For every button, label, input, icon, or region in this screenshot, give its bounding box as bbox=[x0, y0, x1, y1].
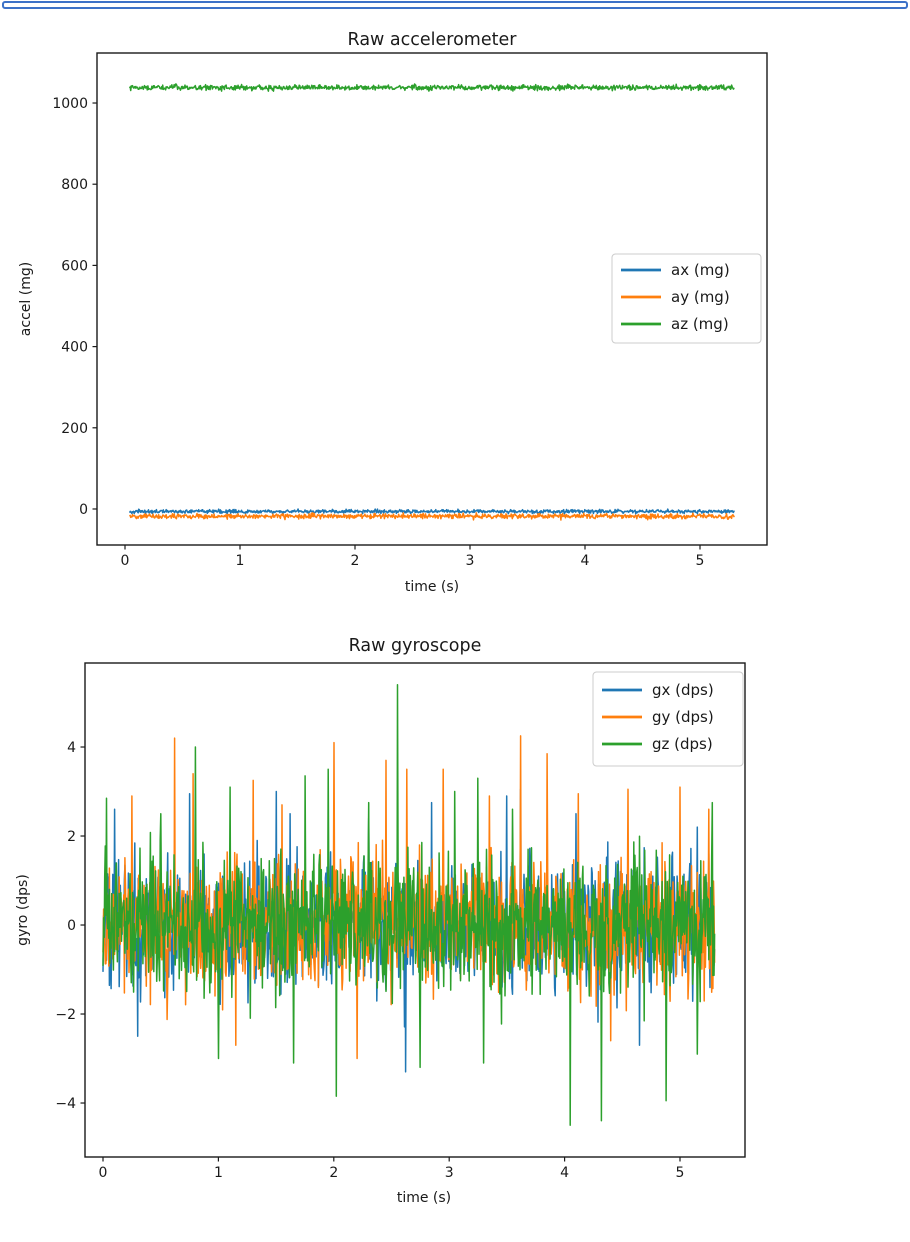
legend: ax (mg) ay (mg) az (mg) bbox=[611, 253, 762, 344]
legend-entry-label: ay (mg) bbox=[671, 288, 730, 306]
accel-xaxis-label: time (s) bbox=[405, 579, 459, 595]
legend-box bbox=[592, 671, 744, 767]
chart-accelerometer: 0 1 2 3 4 5 0 200 400 600 800 1000 ax (mg) ay (mg) az … bbox=[52, 52, 768, 569]
gyro-xaxis-label: time (s) bbox=[397, 1190, 451, 1206]
series-group bbox=[102, 683, 716, 1127]
legend-entry-label: ax (mg) bbox=[671, 261, 730, 279]
x-tick-label: 4 bbox=[560, 1165, 569, 1181]
y-tick-label: −2 bbox=[55, 1007, 76, 1023]
axes-frame bbox=[84, 662, 746, 1158]
series-gz bbox=[102, 683, 716, 1127]
x-tick-label: 3 bbox=[466, 553, 475, 569]
y-tick-label: 600 bbox=[61, 258, 88, 274]
chart-gyroscope: 0 1 2 3 4 5 −4 −2 0 2 4 gx (dps) gy (dps) gz (dps) bbox=[55, 662, 746, 1181]
x-tick-label: 3 bbox=[445, 1165, 454, 1181]
legend-entry-label: gz (dps) bbox=[652, 735, 713, 753]
legend: gx (dps) gy (dps) gz (dps) bbox=[592, 671, 744, 767]
axes-frame bbox=[96, 52, 768, 546]
legend-box bbox=[611, 253, 762, 344]
y-tick-label: 800 bbox=[61, 177, 88, 193]
y-tick-label: 0 bbox=[67, 918, 76, 934]
x-tick-label: 1 bbox=[214, 1165, 223, 1181]
x-tick-label: 1 bbox=[236, 553, 245, 569]
x-tick-label: 0 bbox=[121, 553, 130, 569]
x-tick-label: 5 bbox=[696, 553, 705, 569]
series-az bbox=[128, 83, 735, 92]
gyro-chart-title: Raw gyroscope bbox=[349, 636, 482, 656]
gyro-yaxis-label: gyro (dps) bbox=[15, 874, 31, 946]
legend-entry-label: gx (dps) bbox=[652, 681, 714, 699]
x-tick-label: 5 bbox=[676, 1165, 685, 1181]
y-tick-label: 200 bbox=[61, 421, 88, 437]
series-ay bbox=[128, 511, 735, 521]
series-group bbox=[128, 83, 735, 521]
x-tick-label: 4 bbox=[581, 553, 590, 569]
y-tick-label: 4 bbox=[67, 740, 76, 756]
accel-chart-title: Raw accelerometer bbox=[348, 30, 518, 50]
x-tick-label: 2 bbox=[329, 1165, 338, 1181]
y-tick-label: 2 bbox=[67, 829, 76, 845]
x-tick-label: 0 bbox=[99, 1165, 108, 1181]
y-tick-label: 1000 bbox=[52, 96, 88, 112]
y-tick-label: 0 bbox=[79, 502, 88, 518]
legend-entry-label: gy (dps) bbox=[652, 708, 714, 726]
x-tick-label: 2 bbox=[351, 553, 360, 569]
focused-input-strip[interactable] bbox=[2, 1, 908, 9]
legend-entry-label: az (mg) bbox=[671, 315, 729, 333]
accel-yaxis-label: accel (mg) bbox=[18, 262, 34, 336]
series-ax bbox=[128, 508, 735, 515]
y-tick-label: 400 bbox=[61, 340, 88, 356]
y-tick-label: −4 bbox=[55, 1096, 76, 1112]
